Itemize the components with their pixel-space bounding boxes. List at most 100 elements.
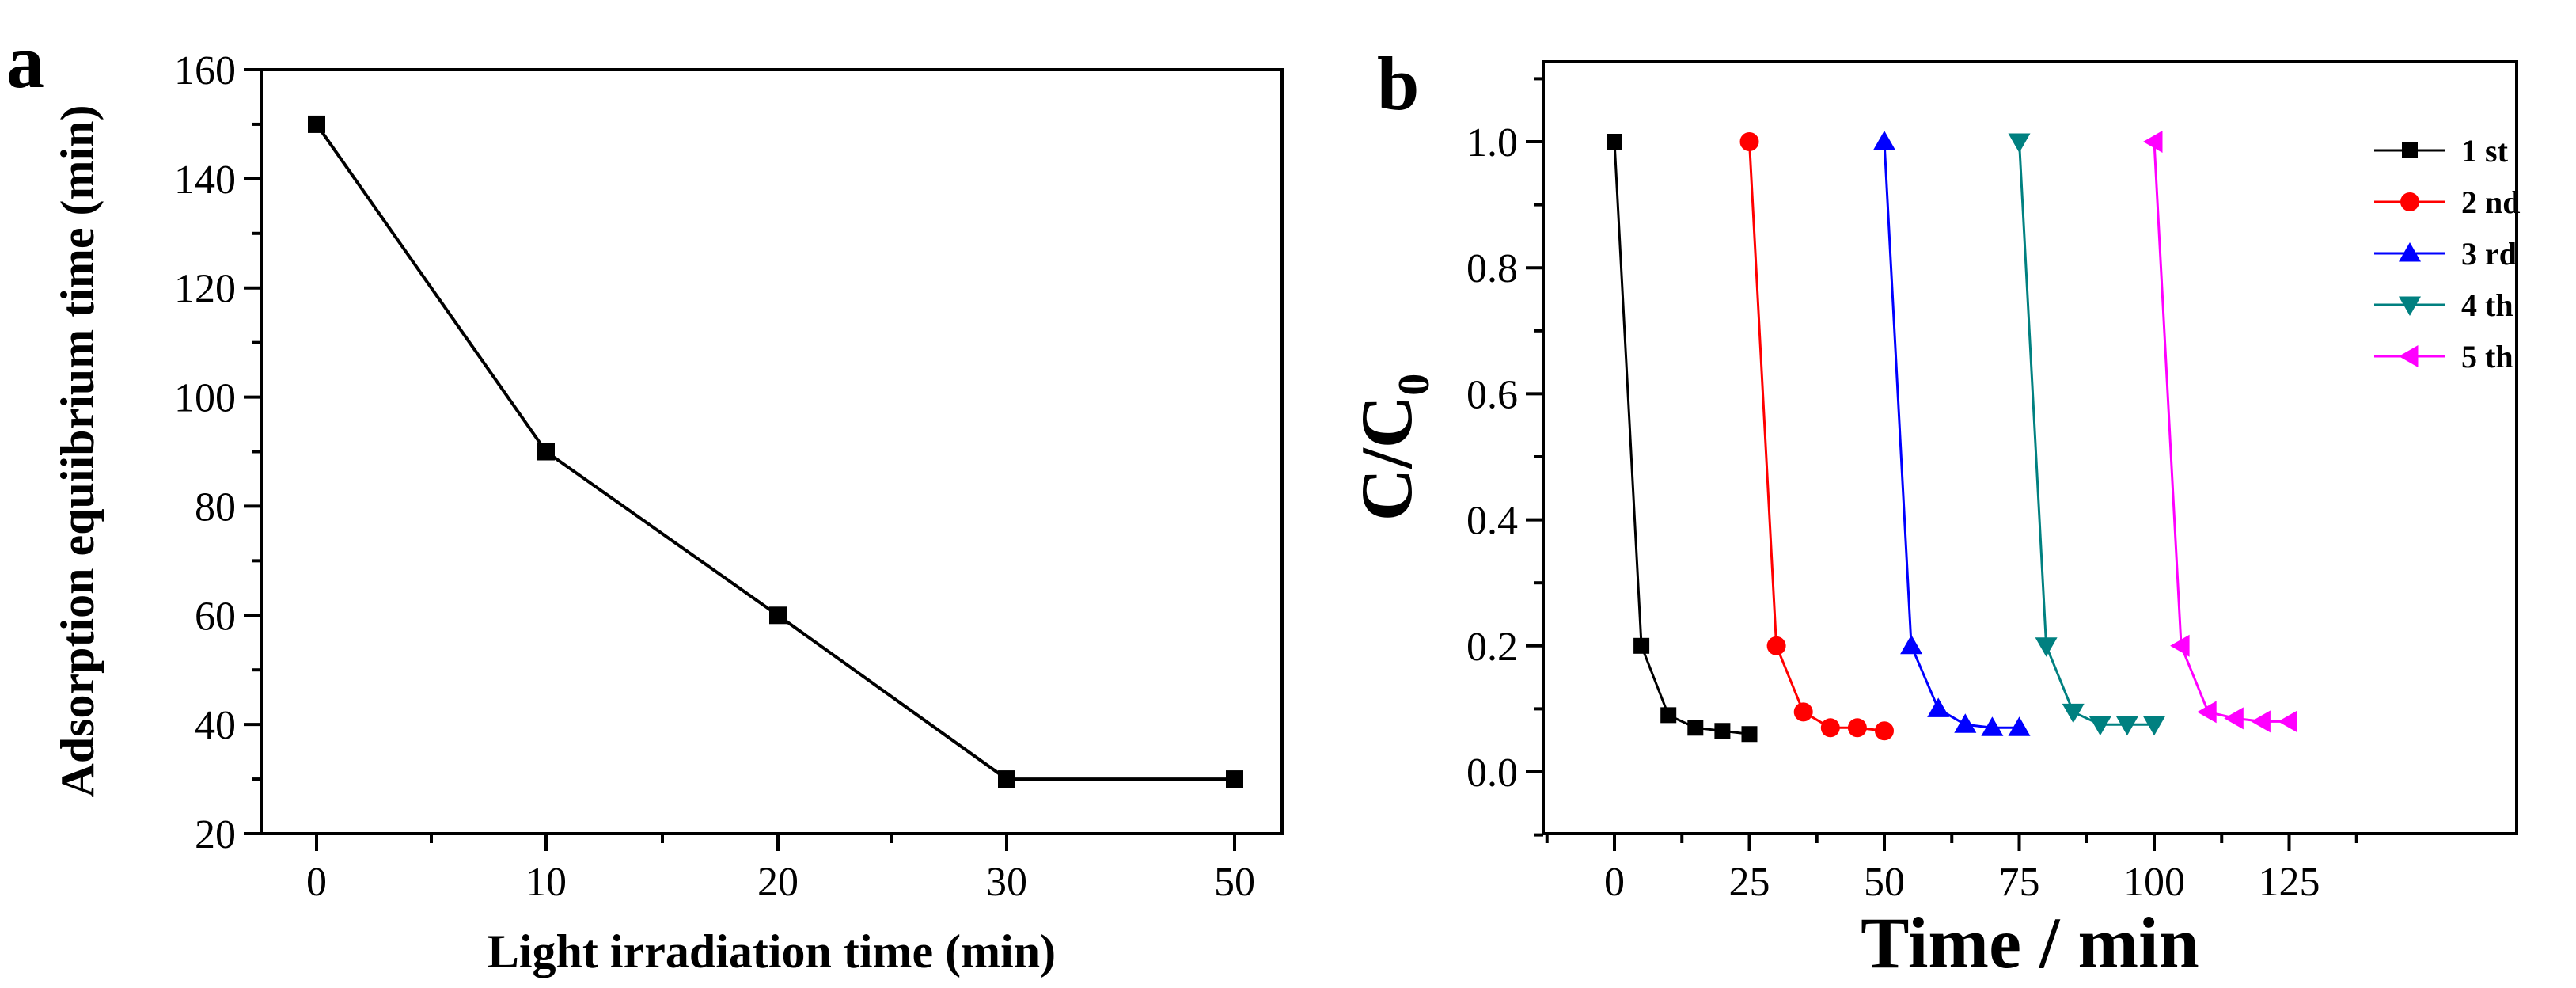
panel-b-data-point [1714,723,1731,739]
panel-b-data-point [1875,721,1894,741]
panel-b-y-tick-label: 0.4 [1466,499,1518,544]
panel-b-legend-marker [2400,192,2419,211]
panel-b-data-point [2143,131,2163,153]
panel-b-data-point [2008,716,2031,736]
panel-a-x-tick-label: 50 [1214,860,1255,905]
panel-b-data-point [1954,713,1977,733]
panel-a-y-tick-label: 80 [195,484,236,530]
panel-b-y-tick-label: 0.0 [1466,750,1518,796]
panel-b: b 0.0 0.2 0.4 0.6 0.8 1.0 0 25 50 75 100 125 1 st 2 … [1346,41,2521,983]
panel-b-legend-item: 4 th [2374,287,2513,323]
panel-b-tick-labels: 0.0 0.2 0.4 0.6 0.8 1.0 0 25 50 75 100 125 [1466,120,2320,905]
panel-a-letter: a [6,19,44,104]
panel-a-x-tick-label: 10 [525,860,567,905]
panel-b-legend-marker [2402,142,2418,158]
panel-b-y-tick-label: 0.2 [1466,625,1518,670]
panel-b-data-point [2035,637,2058,657]
panel-b-data-point [2224,707,2244,730]
panel-a-x-tick-label: 20 [757,860,799,905]
panel-b-data-point [1900,634,1923,655]
panel-a-y-tick-label: 160 [174,48,236,93]
panel-a-tick-labels: 20 40 60 80 100 120 140 160 0 10 20 30 50 [174,48,1255,905]
panel-a-data-point [308,115,325,133]
panel-b-legend-marker [2399,296,2421,316]
panel-b-series-line [2018,141,2154,726]
panel-b-legend-item: 5 th [2374,339,2513,374]
panel-b-legend-label: 4 th [2461,287,2513,323]
panel-a-markers [308,115,1243,788]
panel-b-y-tick-label: 0.6 [1466,372,1518,417]
panel-b-data-point [1793,702,1813,722]
panel-b-data-point [2197,701,2217,724]
panel-b-data-point [1981,716,2004,736]
panel-b-plot-frame [1542,60,2518,835]
panel-b-data-point [2278,710,2297,733]
panel-a-y-tick-label: 140 [174,158,236,203]
panel-a: a 20 40 60 80 100 120 140 160 0 10 20 30 50 Light ir… [6,19,1284,978]
panel-b-x-tick-label: 125 [2259,860,2320,905]
panel-b-legend-label: 2 nd [2461,184,2521,220]
panel-b-data-point [2143,716,2165,736]
panel-b-y-axis-title: C/C0 [1346,374,1439,521]
panel-b-legend-label: 5 th [2461,339,2513,374]
panel-b-data-point [1660,707,1677,724]
panel-b-y-tick-label: 0.8 [1466,246,1518,291]
panel-b-series-line [2153,141,2290,723]
panel-b-x-tick-label: 25 [1729,860,1770,905]
panel-b-x-tick-label: 75 [1999,860,2040,905]
panel-b-y-axis-title-main: C/C [1346,396,1427,521]
panel-b-data-point [2088,716,2111,736]
panel-a-y-tick-label: 40 [195,703,236,748]
panel-b-data-point [2062,703,2085,724]
panel-a-ticks [244,68,1236,851]
panel-b-series-line [1883,141,2020,729]
panel-b-data-point [1766,636,1786,656]
panel-b-data-point [2170,634,2190,657]
panel-b-data-point [1927,697,1950,717]
panel-a-y-axis-title: Adsorption equiibrium time (min) [51,104,104,797]
panel-b-data-point [1847,718,1867,738]
panel-a-data-point [769,606,787,625]
panel-a-data-point [537,443,555,461]
panel-b-legend-marker [2399,242,2421,262]
panel-b-legend-item: 1 st [2374,133,2509,169]
panel-b-ticks [1526,77,2358,851]
panel-b-legend-marker [2399,345,2419,367]
panel-b-letter: b [1377,41,1419,126]
panel-a-x-axis-title: Light irradiation time (min) [488,925,1056,978]
panel-a-plot-frame [260,68,1284,835]
panel-b-x-axis-title: Time / min [1861,902,2199,983]
panel-a-data-point [1226,770,1243,788]
panel-b-x-tick-label: 0 [1604,860,1625,905]
panel-b-legend: 1 st 2 nd 3 rd 4 th 5 th [2374,133,2521,374]
panel-b-data-point [1739,132,1759,151]
panel-b-x-tick-label: 100 [2123,860,2185,905]
panel-b-legend-item: 3 rd [2374,236,2517,272]
panel-b-x-tick-label: 50 [1864,860,1905,905]
panel-a-y-tick-label: 60 [195,594,236,639]
panel-b-data-point [1687,720,1704,736]
panel-b-data-point [2251,710,2271,733]
panel-a-x-tick-label: 30 [986,860,1027,905]
panel-a-series-line [315,123,1235,781]
panel-b-y-tick-label: 1.0 [1466,120,1518,165]
panel-b-data-point [1607,134,1622,150]
panel-a-y-tick-label: 100 [174,376,236,421]
panel-a-data-point [998,770,1015,788]
panel-a-y-tick-label: 20 [195,812,236,857]
panel-b-data-point [1873,131,1895,150]
panel-b-legend-label: 1 st [2461,133,2509,169]
panel-b-markers [1607,131,2297,743]
panel-b-data-point [2115,716,2138,736]
panel-b-legend-item: 2 nd [2374,184,2521,220]
panel-a-x-tick-label: 0 [306,860,327,905]
panel-a-y-tick-label: 120 [174,267,236,312]
panel-b-y-axis-title-subscript: 0 [1390,374,1439,396]
panel-b-data-point [1633,637,1650,654]
panel-b-data-point [1741,726,1758,743]
panel-b-legend-label: 3 rd [2461,236,2517,272]
panel-b-data-point [2008,133,2031,153]
panel-a-series [315,123,1235,781]
panel-b-data-point [1820,718,1840,738]
